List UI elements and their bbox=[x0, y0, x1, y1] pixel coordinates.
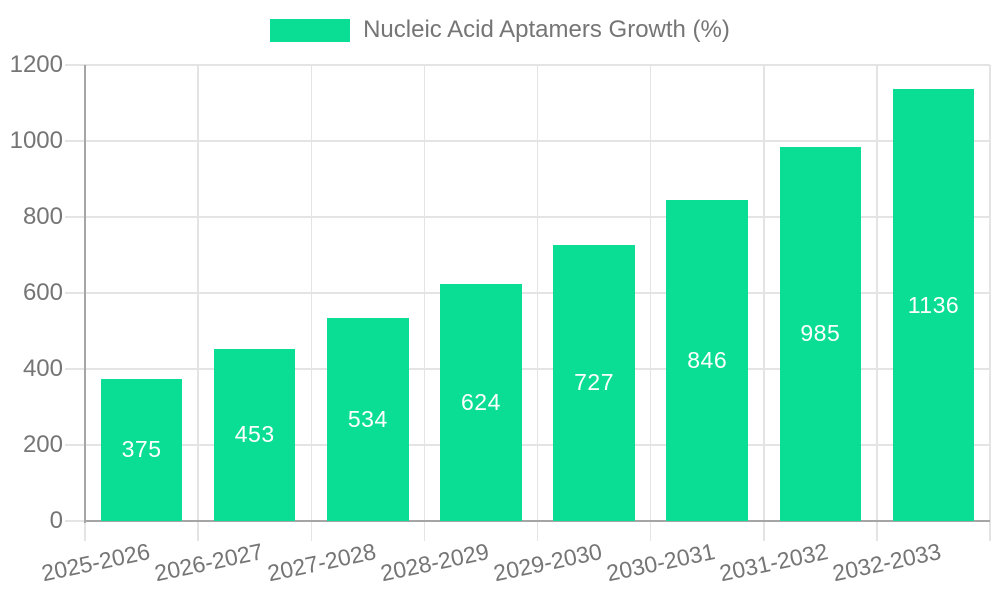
bar-value-label: 846 bbox=[687, 346, 728, 373]
x-tick bbox=[763, 521, 765, 541]
v-gridline bbox=[763, 65, 765, 521]
y-tick bbox=[65, 140, 85, 142]
bar-2027-2028[interactable]: 534 bbox=[327, 318, 409, 521]
v-gridline bbox=[423, 65, 426, 521]
y-axis-line bbox=[84, 65, 86, 523]
y-axis-tick-label: 1200 bbox=[9, 51, 63, 78]
bar-2026-2027[interactable]: 453 bbox=[213, 348, 296, 521]
x-axis-line bbox=[85, 520, 990, 522]
x-tick bbox=[536, 521, 539, 541]
bar-value-label: 375 bbox=[121, 436, 162, 463]
bar-2028-2029[interactable]: 624 bbox=[440, 283, 522, 521]
y-axis-tick-label: 1000 bbox=[9, 127, 63, 154]
v-gridline bbox=[989, 65, 991, 521]
v-gridline bbox=[649, 65, 652, 521]
bar-value-label: 624 bbox=[460, 388, 501, 415]
bar-value-label: 985 bbox=[800, 320, 841, 347]
bar-2032-2033[interactable]: 1136 bbox=[892, 89, 975, 521]
y-tick bbox=[65, 64, 85, 66]
y-tick bbox=[65, 444, 85, 446]
v-gridline bbox=[876, 65, 878, 521]
y-axis-tick-label: 400 bbox=[22, 355, 63, 382]
legend-swatch bbox=[270, 18, 351, 42]
x-tick bbox=[989, 521, 991, 541]
x-tick bbox=[423, 521, 426, 541]
x-tick bbox=[876, 521, 878, 541]
h-gridline bbox=[85, 64, 990, 66]
x-tick bbox=[310, 521, 312, 541]
legend-label: Nucleic Acid Aptamers Growth (%) bbox=[363, 16, 730, 43]
x-tick bbox=[649, 521, 652, 541]
bar-value-label: 534 bbox=[347, 406, 388, 433]
y-axis-tick-label: 200 bbox=[22, 431, 63, 458]
v-gridline bbox=[197, 65, 199, 521]
plot-area: 0 200 400 600 800 1000 1200 375 2025-2026 453 2026… bbox=[10, 52, 991, 586]
v-gridline bbox=[536, 65, 539, 521]
legend[interactable]: Nucleic Acid Aptamers Growth (%) bbox=[0, 16, 1000, 44]
bar-value-label: 453 bbox=[234, 421, 275, 448]
bar-2031-2032[interactable]: 985 bbox=[779, 146, 862, 521]
x-tick bbox=[84, 521, 86, 541]
v-gridline bbox=[310, 65, 312, 521]
y-axis-tick-label: 600 bbox=[22, 279, 63, 306]
bar-value-label: 727 bbox=[574, 369, 614, 396]
x-tick bbox=[197, 521, 199, 541]
bar-value-label: 1136 bbox=[907, 291, 960, 318]
y-axis-tick-label: 800 bbox=[22, 203, 63, 230]
bar-2030-2031[interactable]: 846 bbox=[666, 199, 748, 521]
y-tick bbox=[65, 520, 85, 522]
h-gridline bbox=[85, 140, 990, 142]
y-axis-tick-label: 0 bbox=[49, 507, 63, 534]
y-tick bbox=[65, 216, 85, 218]
y-tick bbox=[65, 368, 85, 370]
bar-2025-2026[interactable]: 375 bbox=[100, 378, 183, 521]
bar-2029-2030[interactable]: 727 bbox=[553, 244, 635, 521]
y-tick bbox=[65, 292, 85, 294]
